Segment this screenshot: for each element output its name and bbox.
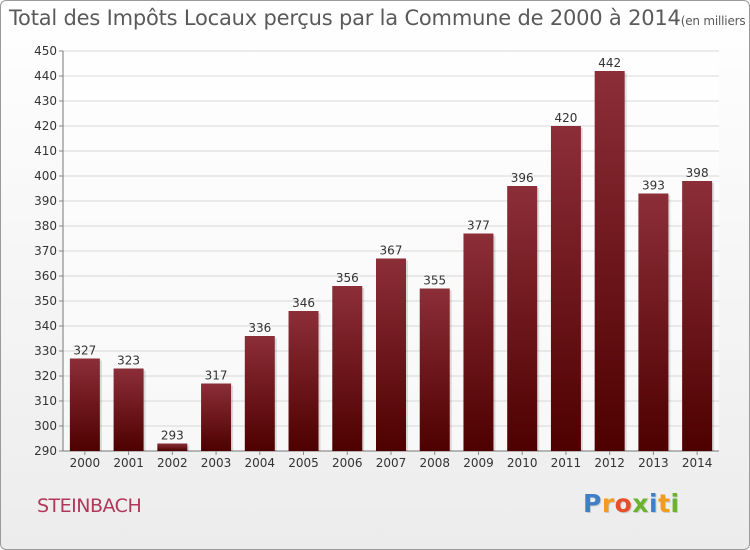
- y-tick-label: 340: [34, 319, 57, 333]
- commune-name: STEINBACH: [37, 495, 142, 517]
- data-label: 317: [205, 369, 228, 383]
- bar: [244, 336, 275, 451]
- data-label: 336: [248, 321, 271, 335]
- x-tick-label: 2013: [638, 456, 669, 470]
- data-label: 323: [117, 354, 140, 368]
- y-tick-label: 310: [34, 394, 57, 408]
- y-tick-label: 330: [34, 344, 57, 358]
- bar: [376, 258, 406, 451]
- logo-letter: x: [632, 489, 649, 518]
- x-tick-label: 2010: [507, 456, 538, 470]
- x-tick-label: 2008: [419, 456, 450, 470]
- data-label: 293: [161, 429, 184, 443]
- y-tick-label: 400: [34, 169, 57, 183]
- y-tick-label: 420: [34, 119, 57, 133]
- bar: [463, 233, 494, 451]
- y-tick-label: 370: [34, 244, 57, 258]
- data-label: 327: [73, 344, 96, 358]
- x-tick-label: 2014: [682, 456, 713, 470]
- bar: [682, 181, 713, 451]
- bar: [594, 71, 625, 451]
- bar: [288, 311, 319, 451]
- logo-letter: i: [670, 489, 680, 518]
- bar: [332, 286, 363, 451]
- data-label: 442: [598, 56, 621, 70]
- proxiti-logo: Proxiti: [583, 489, 680, 518]
- unit-note: (en milliers d'€): [680, 14, 749, 28]
- data-label: 398: [686, 166, 709, 180]
- bar: [69, 358, 100, 451]
- y-tick-label: 440: [34, 69, 57, 83]
- x-tick-label: 2002: [157, 456, 188, 470]
- y-tick-label: 390: [34, 194, 57, 208]
- x-tick-label: 2004: [245, 456, 276, 470]
- data-label: 367: [380, 244, 403, 258]
- logo-letter: P: [583, 489, 602, 518]
- data-label: 355: [423, 274, 446, 288]
- data-label: 377: [467, 219, 490, 233]
- data-label: 420: [554, 111, 577, 125]
- y-tick-label: 410: [34, 144, 57, 158]
- x-tick-label: 2005: [288, 456, 319, 470]
- chart-title-text: Total des Impôts Locaux perçus par la Co…: [9, 6, 681, 30]
- logo-letter: o: [614, 489, 633, 518]
- chart-title: Total des Impôts Locaux perçus par la Co…: [9, 6, 749, 30]
- data-label: 393: [642, 179, 665, 193]
- y-tick-label: 290: [34, 444, 57, 458]
- y-tick-label: 360: [34, 269, 57, 283]
- y-tick-label: 300: [34, 419, 57, 433]
- bar: [201, 383, 232, 451]
- logo-letter: r: [601, 489, 615, 518]
- y-tick-label: 430: [34, 94, 57, 108]
- x-tick-label: 2006: [332, 456, 363, 470]
- bar: [419, 288, 450, 451]
- data-label: 346: [292, 296, 315, 310]
- y-tick-label: 350: [34, 294, 57, 308]
- y-tick-label: 320: [34, 369, 57, 383]
- data-label: 356: [336, 271, 359, 285]
- bar: [550, 126, 581, 451]
- x-tick-label: 2001: [113, 456, 144, 470]
- x-tick-label: 2012: [594, 456, 625, 470]
- logo-letter: i: [649, 489, 659, 518]
- bar: [157, 443, 188, 451]
- y-tick-label: 450: [34, 44, 57, 58]
- logo-letter: t: [658, 489, 671, 518]
- x-tick-label: 2003: [201, 456, 232, 470]
- bar: [638, 193, 669, 451]
- x-tick-label: 2000: [70, 456, 101, 470]
- x-tick-label: 2007: [376, 456, 407, 470]
- bar: [507, 186, 538, 451]
- y-tick-label: 380: [34, 219, 57, 233]
- data-label: 396: [511, 171, 534, 185]
- bar: [113, 368, 144, 451]
- x-tick-label: 2011: [551, 456, 582, 470]
- x-tick-label: 2009: [463, 456, 494, 470]
